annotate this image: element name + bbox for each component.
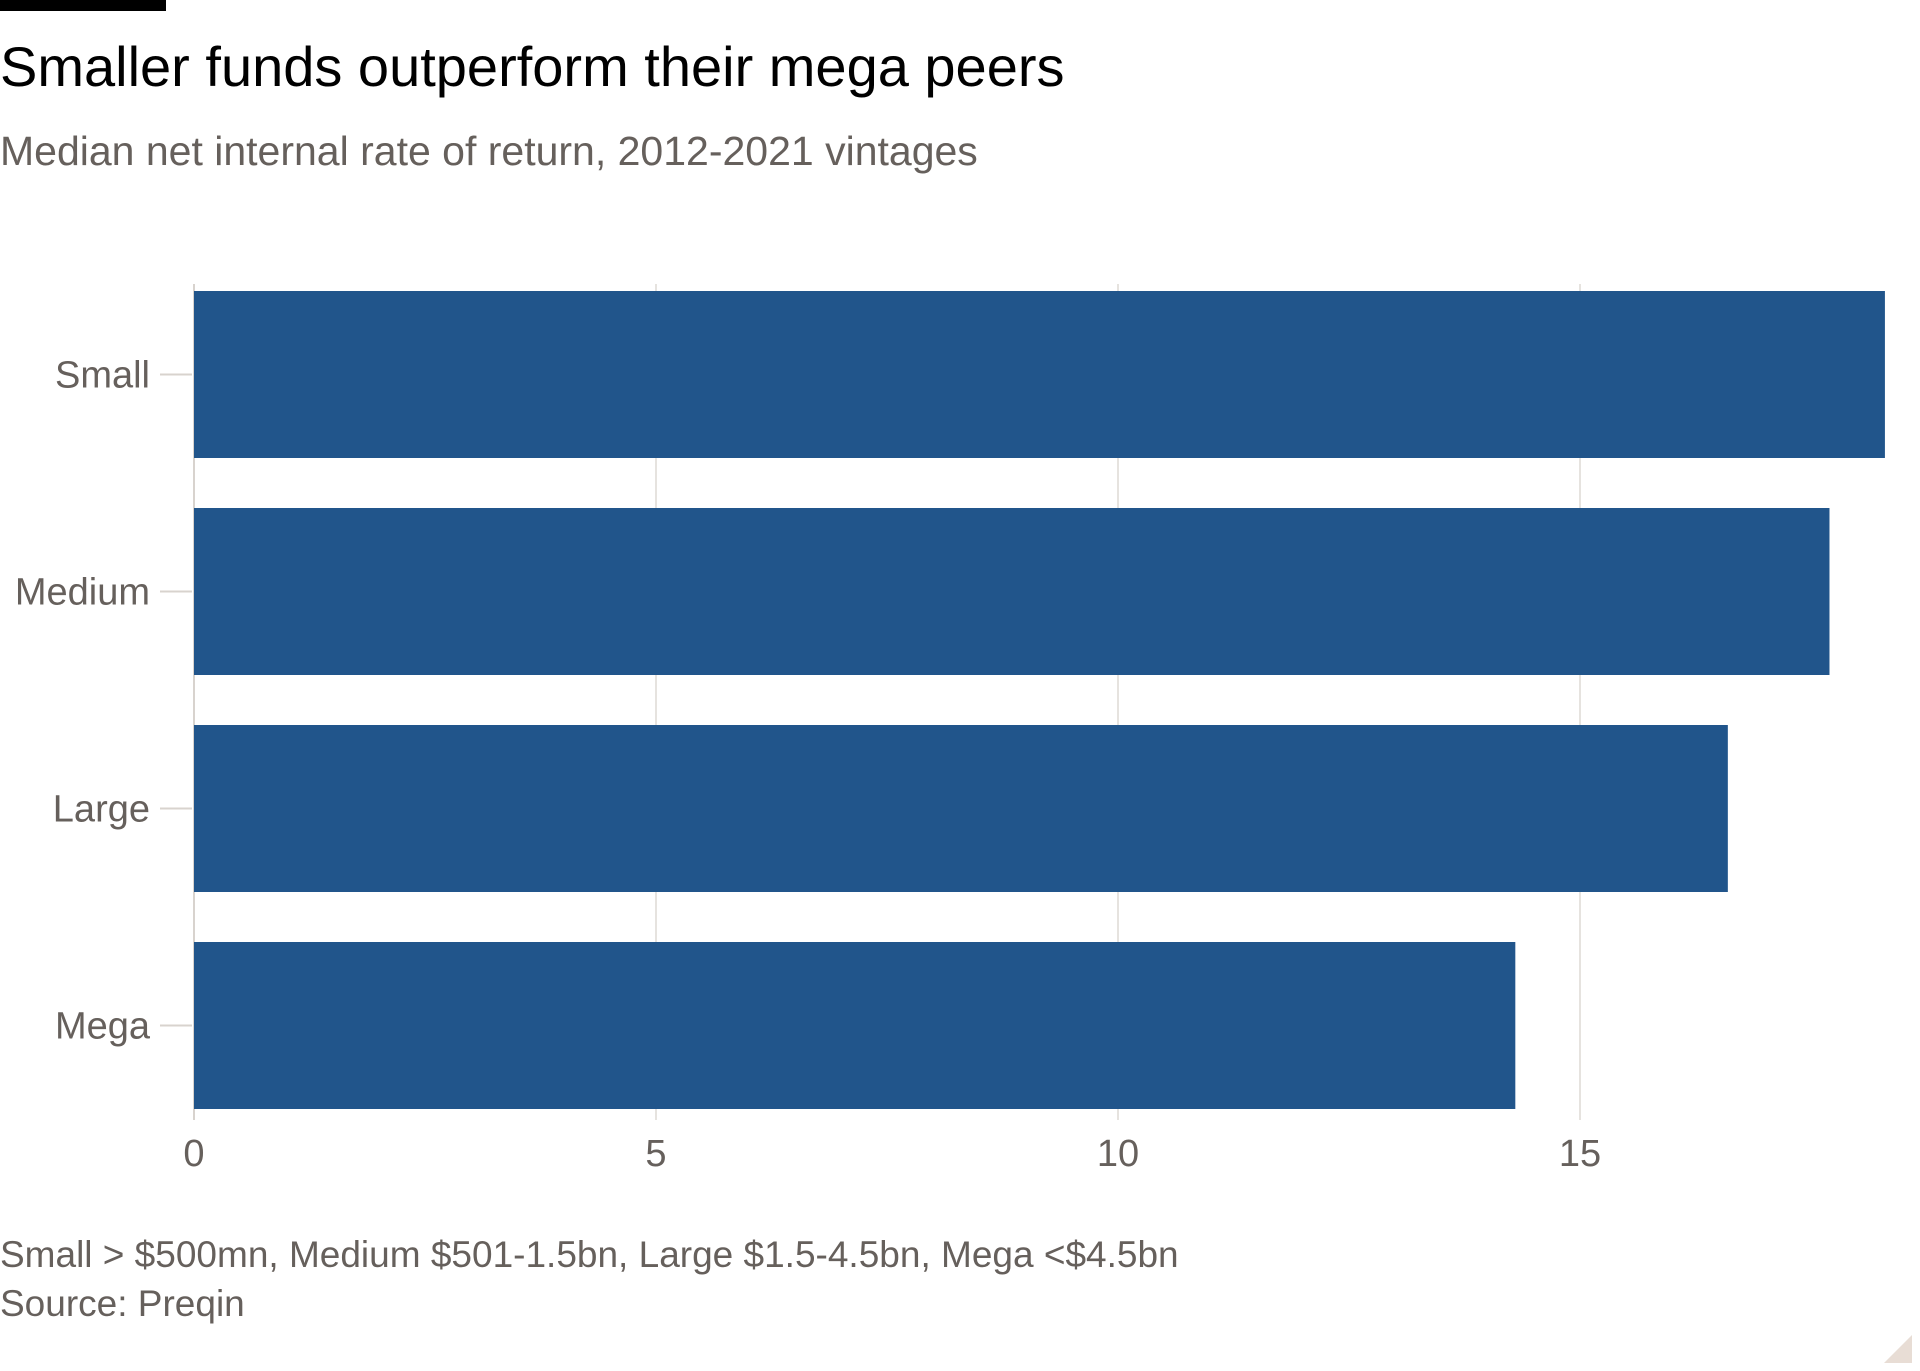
x-tick-label: 5	[645, 1133, 666, 1175]
corner-mark	[1884, 1335, 1912, 1363]
x-tick-label: 15	[1559, 1133, 1601, 1175]
brand-bar	[0, 0, 166, 11]
x-tick-label: 0	[183, 1133, 204, 1175]
bar-mega	[194, 942, 1516, 1109]
chart-title: Smaller funds outperform their mega peer…	[0, 35, 1065, 98]
bar-medium	[194, 508, 1830, 675]
y-tick-label: Mega	[55, 1006, 151, 1048]
bar-large	[194, 725, 1728, 892]
y-tick-label: Large	[53, 789, 150, 831]
chart-subtitle: Median net internal rate of return, 2012…	[0, 128, 978, 174]
x-tick-label: 10	[1097, 1133, 1139, 1175]
y-tick-label: Medium	[15, 572, 150, 614]
bar-small	[194, 291, 1885, 458]
y-tick-label: Small	[55, 355, 150, 397]
footnote: Small > $500mn, Medium $501-1.5bn, Large…	[0, 1234, 1179, 1275]
source-note: Source: Preqin	[0, 1283, 245, 1324]
